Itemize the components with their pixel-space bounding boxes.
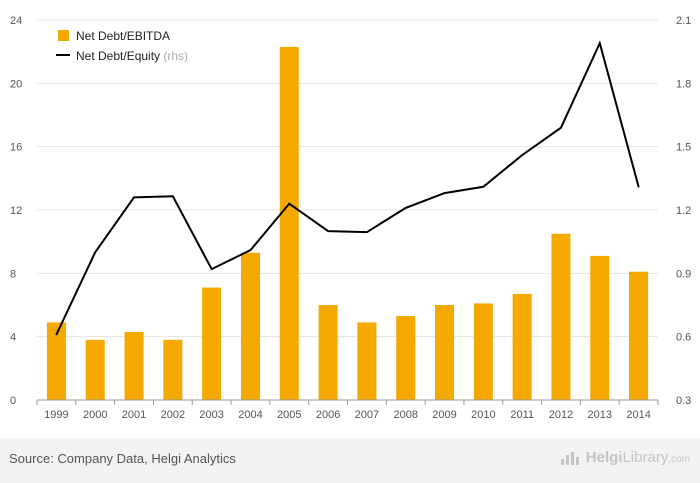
line-point <box>288 202 291 205</box>
y-right-tick-label: 1.5 <box>676 142 691 154</box>
y-left-tick-label: 20 <box>10 78 22 90</box>
y-left-tick-label: 16 <box>10 142 22 154</box>
x-tick-label: 2006 <box>316 409 340 421</box>
y-axis-right: 0.3 0.6 0.9 1.2 1.5 1.8 2.1 <box>676 15 691 407</box>
bar <box>357 322 377 400</box>
bar-series <box>46 46 649 401</box>
bar <box>202 287 222 400</box>
net-debt-equity-line <box>55 40 640 335</box>
chart: 0 4 8 12 16 20 24 0.3 0.6 0.9 1.2 1.5 1.8 2.1 1999 20… <box>10 15 691 421</box>
bar <box>629 271 649 400</box>
line-point <box>637 185 640 188</box>
logo-text-library: Library <box>622 449 669 466</box>
y-left-tick-label: 24 <box>10 15 22 27</box>
line-point <box>482 185 485 188</box>
bar <box>163 339 183 400</box>
y-right-tick-label: 2.1 <box>676 15 691 27</box>
y-right-tick-label: 0.6 <box>676 332 691 344</box>
y-left-tick-label: 8 <box>10 268 16 280</box>
line-point <box>94 251 97 254</box>
logo-text-helgi: Helgi <box>585 449 623 466</box>
x-tick-label: 2001 <box>122 409 146 421</box>
bar <box>396 316 416 400</box>
y-right-tick-label: 0.3 <box>676 395 691 407</box>
x-tick-label: 2010 <box>471 409 495 421</box>
line-series <box>55 40 640 336</box>
bar <box>435 305 455 400</box>
footer: Source: Company Data, Helgi Analytics He… <box>0 438 700 483</box>
x-tick-label: 2011 <box>510 409 534 421</box>
helgi-library-logo[interactable]: HelgiLibrary.com <box>560 449 690 466</box>
x-tick-label: 2007 <box>355 409 379 421</box>
line-point <box>366 231 368 233</box>
bar <box>512 293 532 400</box>
bar <box>46 322 66 400</box>
line-point <box>327 230 329 232</box>
x-tick-label: 2009 <box>432 409 456 421</box>
bar <box>318 305 338 400</box>
y-right-tick-label: 1.2 <box>676 205 691 217</box>
x-tick-label: 2004 <box>238 409 262 421</box>
y-left-tick-label: 4 <box>10 332 16 344</box>
x-tick-label: 2002 <box>161 409 185 421</box>
line-point <box>443 192 446 194</box>
line-point <box>404 207 407 209</box>
bar <box>124 331 144 400</box>
line-point <box>133 196 135 199</box>
library-icon <box>560 451 579 465</box>
bar <box>85 339 105 400</box>
bar <box>240 252 260 400</box>
legend-bar-swatch <box>58 30 69 41</box>
bar <box>279 46 299 401</box>
y-left-tick-label: 0 <box>10 395 16 407</box>
x-tick-label: 2008 <box>393 409 417 421</box>
y-left-tick-label: 12 <box>10 205 22 217</box>
line-point <box>55 333 58 336</box>
line-point <box>560 126 562 129</box>
logo-text-suffix: .com <box>668 454 690 465</box>
x-tick-label: 2013 <box>588 409 612 421</box>
line-point <box>172 195 174 198</box>
line-point <box>210 268 213 270</box>
x-tick-label: 2005 <box>277 409 301 421</box>
legend-bar-label: Net Debt/EBITDA <box>76 29 170 43</box>
line-point <box>598 42 601 45</box>
legend: Net Debt/EBITDA Net Debt/Equity (rhs) <box>56 29 188 63</box>
legend-line-label: Net Debt/Equity (rhs) <box>76 49 188 63</box>
x-axis: 1999 2000 2001 2002 2003 2004 2005 2006 2007 2008… <box>36 399 659 421</box>
x-tick-label: 2014 <box>626 409 650 421</box>
line-point <box>249 249 252 251</box>
y-right-tick-label: 1.8 <box>676 78 691 90</box>
source-text: Source: Company Data, Helgi Analytics <box>9 451 236 466</box>
x-tick-label: 1999 <box>44 409 68 421</box>
bar <box>590 255 610 400</box>
x-tick-label: 2012 <box>549 409 573 421</box>
x-tick-label: 2003 <box>199 409 223 421</box>
x-tick-label: 2000 <box>83 409 107 421</box>
y-axis-left: 0 4 8 12 16 20 24 <box>10 15 22 407</box>
bar <box>551 233 571 400</box>
bar <box>473 303 493 400</box>
line-point <box>521 154 523 156</box>
y-right-tick-label: 0.9 <box>676 268 691 280</box>
